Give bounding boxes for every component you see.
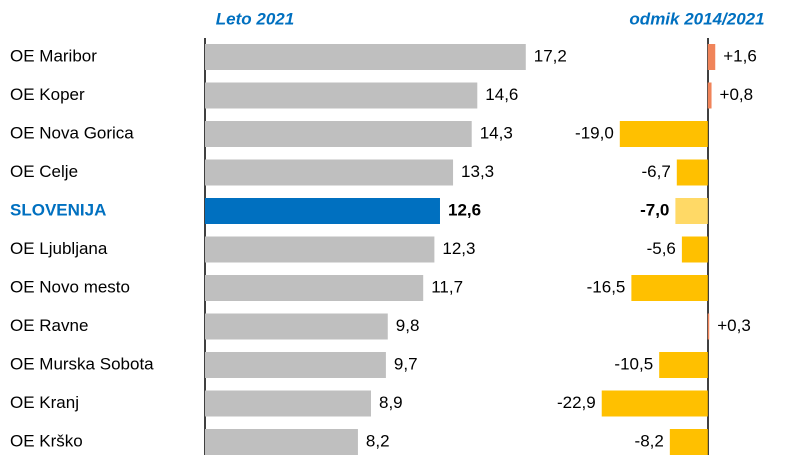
bar — [205, 275, 424, 301]
value-label: 9,8 — [396, 316, 420, 335]
bar — [205, 236, 435, 263]
bar — [707, 313, 710, 340]
value-label: 14,3 — [480, 123, 513, 142]
category-label: OE Ljubljana — [10, 239, 108, 258]
bar — [205, 44, 526, 70]
bar — [205, 82, 478, 109]
value-label: -6,7 — [641, 162, 670, 181]
value-label: -5,6 — [647, 239, 676, 258]
value-label: +0,3 — [717, 316, 751, 335]
category-label: OE Krško — [10, 431, 83, 450]
value-label: -7,0 — [640, 200, 669, 219]
value-label: 12,3 — [442, 239, 475, 258]
category-label: OE Maribor — [10, 46, 97, 65]
value-label: 11,7 — [431, 277, 463, 296]
bar — [676, 159, 708, 186]
value-label: -8,2 — [635, 431, 664, 450]
category-label: OE Celje — [10, 162, 78, 181]
value-label: 12,6 — [448, 200, 481, 219]
bar — [601, 390, 708, 417]
bar — [205, 429, 358, 455]
category-label: OE Koper — [10, 85, 85, 104]
bar — [205, 390, 371, 417]
bar — [205, 198, 440, 224]
bar — [707, 82, 712, 109]
value-label: 13,3 — [461, 162, 494, 181]
bar — [205, 159, 454, 186]
category-label: OE Ravne — [10, 316, 88, 335]
bar — [631, 275, 708, 301]
panel-title: Leto 2021 — [216, 9, 294, 28]
bar — [669, 429, 708, 455]
category-label: OE Murska Sobota — [10, 354, 154, 373]
bar — [675, 198, 708, 224]
bar — [205, 121, 472, 147]
bar — [681, 236, 708, 263]
value-label: -19,0 — [575, 123, 614, 142]
category-label: SLOVENIJA — [10, 200, 106, 219]
bar — [205, 352, 386, 378]
value-label: -22,9 — [557, 393, 596, 412]
bar — [707, 44, 716, 70]
panel-title: odmik 2014/2021 — [629, 9, 764, 28]
value-label: 8,2 — [366, 431, 390, 450]
value-label: -10,5 — [614, 354, 653, 373]
category-label: OE Novo mesto — [10, 277, 130, 296]
value-label: 8,9 — [379, 393, 403, 412]
bar — [659, 352, 708, 378]
value-label: +1,6 — [723, 46, 757, 65]
category-label: OE Kranj — [10, 393, 79, 412]
bar — [619, 121, 708, 147]
value-label: 9,7 — [394, 354, 418, 373]
category-label: OE Nova Gorica — [10, 123, 134, 142]
value-label: -16,5 — [587, 277, 626, 296]
bar — [205, 313, 388, 340]
value-label: 17,2 — [534, 46, 567, 65]
value-label: +0,8 — [720, 85, 754, 104]
value-label: 14,6 — [485, 85, 518, 104]
